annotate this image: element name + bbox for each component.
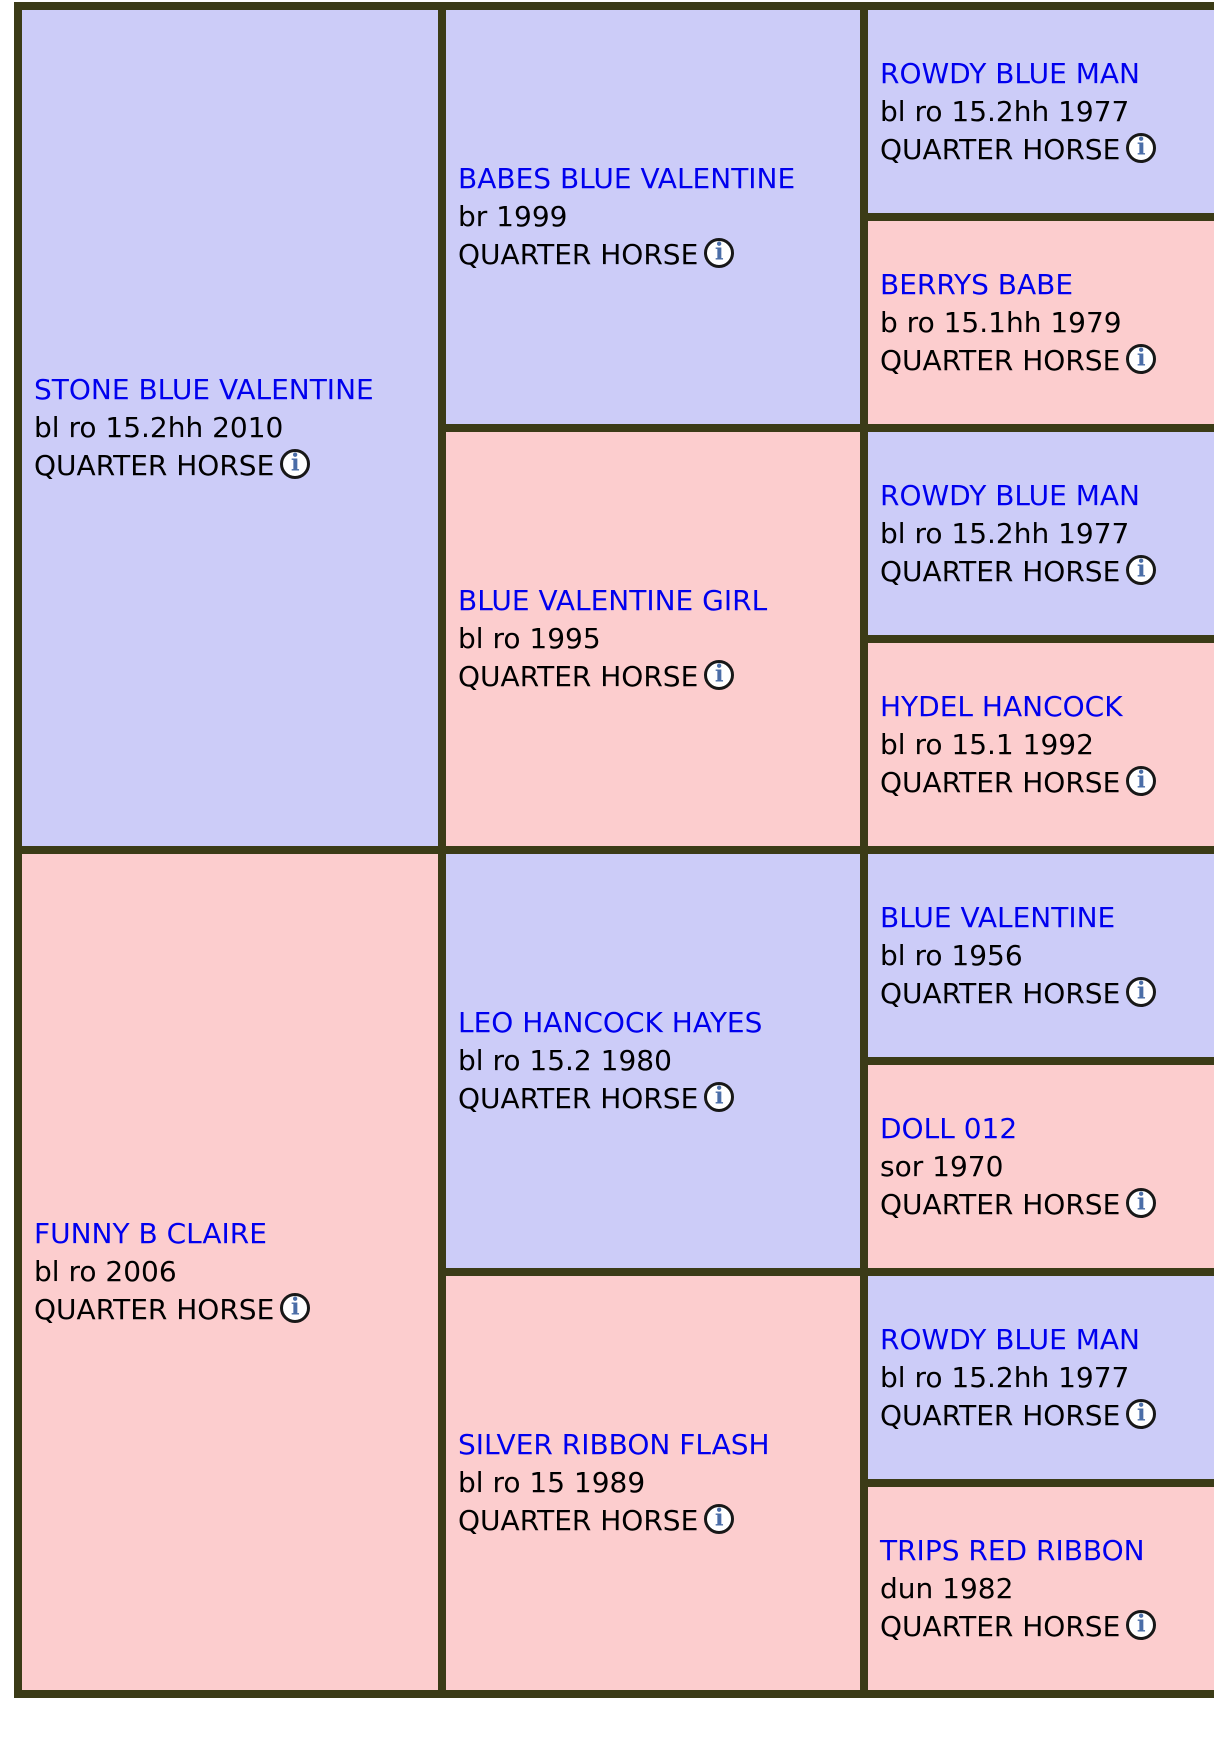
horse-link-rowdy-blue-man-2[interactable]: ROWDY BLUE MAN <box>880 478 1140 512</box>
horse-details: sor 1970 <box>880 1149 1004 1183</box>
pedigree-cell-silver-ribbon-flash: SILVER RIBBON FLASH bl ro 15 1989 QUARTE… <box>438 1268 868 1698</box>
horse-link-doll-012[interactable]: DOLL 012 <box>880 1111 1018 1145</box>
info-icon[interactable] <box>704 1082 735 1112</box>
horse-link-silver-ribbon-flash[interactable]: SILVER RIBBON FLASH <box>458 1428 770 1461</box>
pedigree-cell-doll-012: DOLL 012 sor 1970 QUARTER HORSE <box>860 1057 1214 1276</box>
horse-link-blue-valentine-girl[interactable]: BLUE VALENTINE GIRL <box>458 584 768 617</box>
horse-details: bl ro 1995 <box>458 622 601 655</box>
horse-details: bl ro 15.2 1980 <box>458 1044 672 1077</box>
pedigree-cell-rowdy-blue-man-2: ROWDY BLUE MAN bl ro 15.2hh 1977 QUARTER… <box>860 424 1214 643</box>
horse-link-leo-hancock-hayes[interactable]: LEO HANCOCK HAYES <box>458 1006 763 1039</box>
horse-link-stone-blue-valentine[interactable]: STONE BLUE VALENTINE <box>34 373 374 406</box>
info-icon[interactable] <box>1126 554 1157 585</box>
breed-label: QUARTER HORSE <box>458 238 699 271</box>
horse-details: bl ro 15.2hh 1977 <box>880 1360 1130 1394</box>
horse-link-berrys-babe[interactable]: BERRYS BABE <box>880 267 1074 301</box>
horse-details: bl ro 1956 <box>880 938 1023 972</box>
horse-link-rowdy-blue-man-3[interactable]: ROWDY BLUE MAN <box>880 1322 1140 1356</box>
horse-link-trips-red-ribbon[interactable]: TRIPS RED RIBBON <box>880 1533 1145 1567</box>
breed-label: QUARTER HORSE <box>880 132 1121 166</box>
horse-link-blue-valentine[interactable]: BLUE VALENTINE <box>880 900 1116 934</box>
horse-details: br 1999 <box>458 200 568 233</box>
info-icon[interactable] <box>280 449 311 479</box>
info-icon[interactable] <box>1126 1187 1157 1218</box>
info-icon[interactable] <box>1126 1398 1157 1429</box>
horse-details: bl ro 15.2hh 1977 <box>880 516 1130 550</box>
info-icon[interactable] <box>1126 765 1157 796</box>
breed-label: QUARTER HORSE <box>34 449 275 482</box>
pedigree-cell-rowdy-blue-man-3: ROWDY BLUE MAN bl ro 15.2hh 1977 QUARTER… <box>860 1268 1214 1487</box>
breed-label: QUARTER HORSE <box>458 660 699 693</box>
breed-label: QUARTER HORSE <box>458 1504 699 1537</box>
pedigree-cell-berrys-babe: BERRYS BABE b ro 15.1hh 1979 QUARTER HOR… <box>860 213 1214 432</box>
pedigree-cell-funny-b-claire: FUNNY B CLAIRE bl ro 2006 QUARTER HORSE <box>14 846 446 1698</box>
horse-details: b ro 15.1hh 1979 <box>880 305 1122 339</box>
info-icon[interactable] <box>704 660 735 690</box>
horse-link-rowdy-blue-man-1[interactable]: ROWDY BLUE MAN <box>880 56 1140 90</box>
pedigree-row: FUNNY B CLAIRE bl ro 2006 QUARTER HORSE … <box>14 846 1214 1698</box>
breed-label: QUARTER HORSE <box>880 1398 1121 1432</box>
breed-label: QUARTER HORSE <box>458 1082 699 1115</box>
pedigree-cell-rowdy-blue-man-1: ROWDY BLUE MAN bl ro 15.2hh 1977 QUARTER… <box>860 2 1214 221</box>
pedigree-cell-blue-valentine-girl: BLUE VALENTINE GIRL bl ro 1995 QUARTER H… <box>438 424 868 854</box>
horse-link-funny-b-claire[interactable]: FUNNY B CLAIRE <box>34 1217 267 1250</box>
info-icon[interactable] <box>1126 976 1157 1007</box>
pedigree-chart: STONE BLUE VALENTINE bl ro 15.2hh 2010 Q… <box>14 2 1214 1698</box>
pedigree-row: DOLL 012 sor 1970 QUARTER HORSE <box>18 1057 1214 1276</box>
pedigree-cell-babes-blue-valentine: BABES BLUE VALENTINE br 1999 QUARTER HOR… <box>438 2 868 432</box>
horse-details: bl ro 2006 <box>34 1255 177 1288</box>
horse-details: bl ro 15.2hh 1977 <box>880 94 1130 128</box>
horse-link-babes-blue-valentine[interactable]: BABES BLUE VALENTINE <box>458 162 796 195</box>
horse-link-hydel-hancock[interactable]: HYDEL HANCOCK <box>880 689 1123 723</box>
pedigree-cell-stone-blue-valentine: STONE BLUE VALENTINE bl ro 15.2hh 2010 Q… <box>14 2 446 854</box>
pedigree-row: TRIPS RED RIBBON dun 1982 QUARTER HORSE <box>18 1479 1214 1698</box>
breed-label: QUARTER HORSE <box>880 1609 1121 1643</box>
pedigree-row: SILVER RIBBON FLASH bl ro 15 1989 QUARTE… <box>18 1268 1214 1698</box>
breed-label: QUARTER HORSE <box>880 976 1121 1010</box>
breed-label: QUARTER HORSE <box>880 765 1121 799</box>
horse-details: dun 1982 <box>880 1571 1014 1605</box>
breed-label: QUARTER HORSE <box>880 1187 1121 1221</box>
horse-details: bl ro 15 1989 <box>458 1466 646 1499</box>
pedigree-cell-leo-hancock-hayes: LEO HANCOCK HAYES bl ro 15.2 1980 QUARTE… <box>438 846 868 1276</box>
info-icon[interactable] <box>1126 343 1157 374</box>
horse-details: bl ro 15.1 1992 <box>880 727 1094 761</box>
breed-label: QUARTER HORSE <box>880 554 1121 588</box>
horse-details: bl ro 15.2hh 2010 <box>34 411 284 444</box>
info-icon[interactable] <box>280 1293 311 1323</box>
breed-label: QUARTER HORSE <box>34 1293 275 1326</box>
info-icon[interactable] <box>1126 132 1157 163</box>
info-icon[interactable] <box>704 1504 735 1534</box>
pedigree-row: STONE BLUE VALENTINE bl ro 15.2hh 2010 Q… <box>14 2 1214 854</box>
info-icon[interactable] <box>704 238 735 268</box>
pedigree-cell-hydel-hancock: HYDEL HANCOCK bl ro 15.1 1992 QUARTER HO… <box>860 635 1214 854</box>
pedigree-cell-trips-red-ribbon: TRIPS RED RIBBON dun 1982 QUARTER HORSE <box>860 1479 1214 1698</box>
pedigree-row: BLUE VALENTINE GIRL bl ro 1995 QUARTER H… <box>18 424 1214 854</box>
breed-label: QUARTER HORSE <box>880 343 1121 377</box>
pedigree-row: HYDEL HANCOCK bl ro 15.1 1992 QUARTER HO… <box>18 635 1214 854</box>
pedigree-row: BERRYS BABE b ro 15.1hh 1979 QUARTER HOR… <box>18 213 1214 432</box>
pedigree-table: STONE BLUE VALENTINE bl ro 15.2hh 2010 Q… <box>14 2 1214 1698</box>
info-icon[interactable] <box>1126 1609 1157 1640</box>
pedigree-cell-blue-valentine: BLUE VALENTINE bl ro 1956 QUARTER HORSE <box>860 846 1214 1065</box>
